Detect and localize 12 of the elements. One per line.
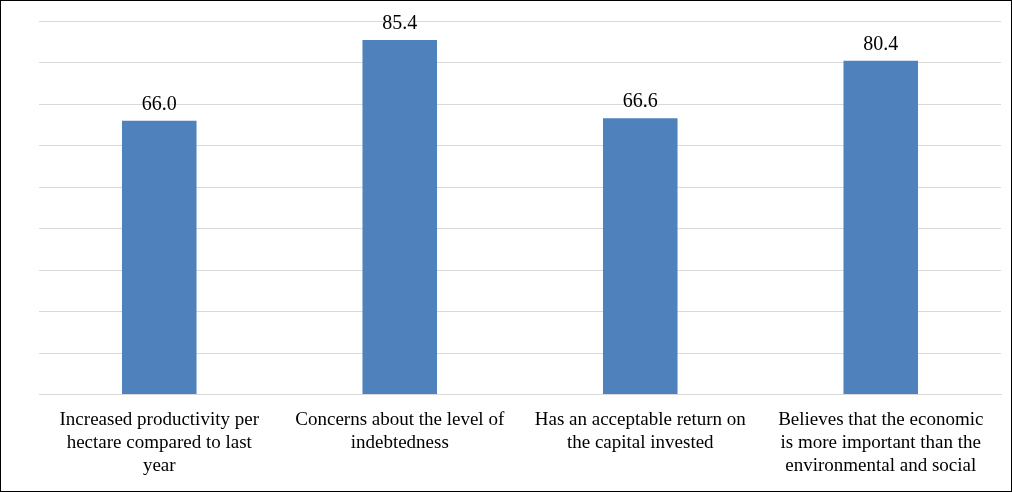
data-label: 85.4 — [382, 11, 418, 34]
data-label: 66.0 — [141, 91, 177, 114]
x-tick-label: Believes that the economic is more important than the environmental and social — [778, 407, 984, 475]
data-label: 66.6 — [622, 89, 658, 112]
x-tick-label: Has an acceptable return on the capital invested — [534, 407, 747, 452]
bar — [121, 120, 197, 395]
x-tick-label: Increased productivity per hectare compared to last year — [59, 407, 260, 475]
bar — [362, 40, 438, 395]
x-tick-label: Concerns about the level of indebtedness — [295, 407, 505, 452]
bar — [602, 118, 678, 395]
bar — [843, 60, 919, 395]
data-label: 80.4 — [863, 32, 899, 55]
